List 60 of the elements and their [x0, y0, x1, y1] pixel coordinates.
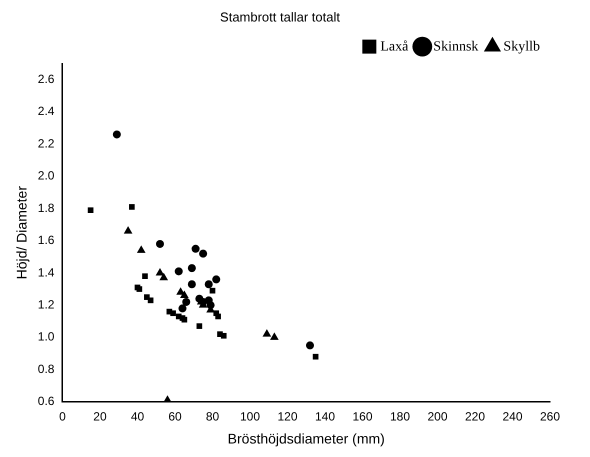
point — [124, 226, 132, 234]
x-tick-label: 180 — [390, 409, 410, 424]
x-tick-label: 40 — [130, 409, 144, 424]
x-tick-label: 120 — [277, 409, 298, 424]
x-tick-label: 220 — [464, 409, 486, 424]
y-tick-label: 1.8 — [38, 200, 55, 215]
x-tick-label: 100 — [240, 409, 260, 424]
point — [220, 332, 227, 339]
point — [215, 314, 221, 320]
point — [188, 280, 196, 288]
point — [199, 250, 208, 258]
y-tick-label: 2.6 — [38, 72, 55, 86]
legend-label: Skyllb — [503, 39, 540, 54]
y-tick-label: 0.6 — [38, 394, 55, 408]
point — [136, 245, 146, 253]
point — [174, 267, 183, 276]
point — [212, 275, 220, 284]
x-tick-label: 260 — [540, 409, 560, 424]
x-tick-label: 20 — [93, 409, 107, 424]
point — [182, 298, 190, 306]
x-tick-label: 240 — [502, 409, 523, 424]
point — [312, 354, 318, 360]
point — [148, 298, 154, 304]
y-tick-label: 2.2 — [38, 136, 55, 150]
x-tick-label: 0 — [59, 409, 66, 424]
point — [170, 310, 176, 316]
y-tick-label: 1.4 — [38, 265, 55, 280]
y-tick-label: 0.8 — [38, 362, 55, 376]
point — [204, 280, 213, 288]
x-tick-label: 80 — [206, 409, 220, 424]
point — [210, 288, 216, 294]
x-axis-title: Brösthöjdsdiameter (mm) — [228, 430, 385, 446]
point — [142, 273, 148, 280]
point — [262, 329, 272, 337]
x-tick-label: 200 — [427, 409, 448, 424]
point — [306, 341, 314, 350]
point — [156, 268, 164, 276]
point — [196, 323, 202, 329]
point — [192, 244, 200, 253]
y-tick-label: 1.6 — [38, 233, 55, 248]
x-tick-label: 160 — [352, 409, 373, 424]
y-tick-label: 1.0 — [38, 330, 55, 344]
y-tick-label: 1.2 — [38, 297, 55, 312]
point — [180, 290, 189, 298]
point — [88, 207, 94, 213]
y-tick-label: 2.4 — [38, 104, 55, 118]
chart-title: Stambrott tallar totalt — [220, 9, 340, 24]
point — [156, 240, 164, 248]
x-tick-label: 60 — [168, 409, 182, 424]
y-tick-label: 2.0 — [38, 168, 55, 183]
legend-label: Laxå — [380, 39, 410, 54]
point — [159, 272, 168, 280]
point — [112, 130, 121, 138]
y-axis-title: Höjd/ Diameter — [13, 186, 30, 280]
point — [188, 264, 196, 272]
legend-label: Skinnsk — [433, 39, 478, 54]
point — [270, 332, 279, 340]
point — [178, 304, 186, 312]
x-tick-label: 140 — [314, 409, 336, 424]
point — [129, 204, 135, 210]
